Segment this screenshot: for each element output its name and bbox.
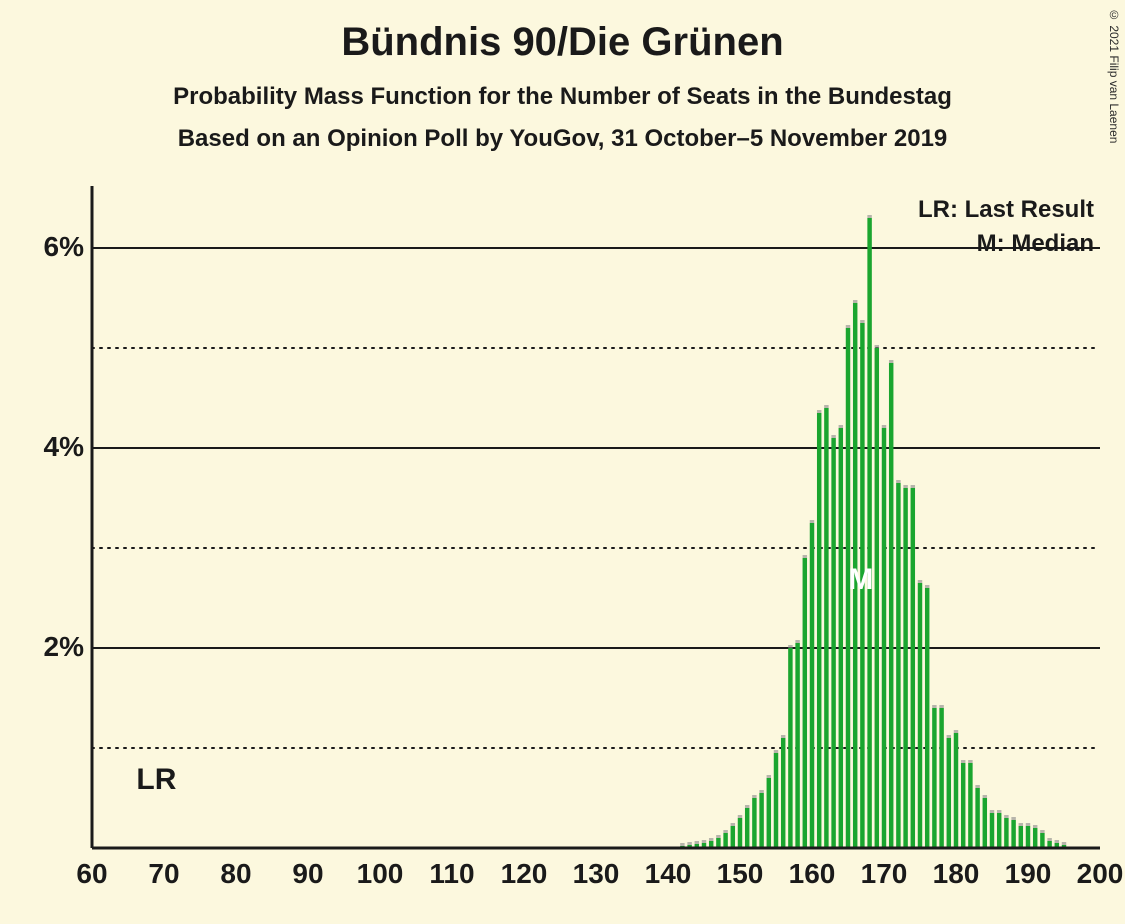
legend: LR: Last Result M: Median bbox=[918, 196, 1094, 258]
x-tick-label: 120 bbox=[494, 858, 554, 890]
x-tick-label: 200 bbox=[1070, 858, 1125, 890]
x-tick-label: 70 bbox=[134, 858, 194, 890]
x-tick-label: 160 bbox=[782, 858, 842, 890]
y-tick-label: 2% bbox=[18, 631, 84, 663]
median-marker-label: M bbox=[848, 563, 873, 597]
x-tick-label: 140 bbox=[638, 858, 698, 890]
lr-marker-label: LR bbox=[136, 763, 176, 797]
x-tick-label: 60 bbox=[62, 858, 122, 890]
x-tick-label: 190 bbox=[998, 858, 1058, 890]
x-tick-label: 110 bbox=[422, 858, 482, 890]
x-tick-label: 80 bbox=[206, 858, 266, 890]
legend-lr: LR: Last Result bbox=[918, 196, 1094, 224]
x-tick-label: 90 bbox=[278, 858, 338, 890]
x-tick-label: 180 bbox=[926, 858, 986, 890]
legend-m: M: Median bbox=[918, 230, 1094, 258]
x-tick-label: 130 bbox=[566, 858, 626, 890]
y-tick-label: 4% bbox=[18, 431, 84, 463]
x-tick-label: 100 bbox=[350, 858, 410, 890]
x-tick-label: 170 bbox=[854, 858, 914, 890]
x-tick-label: 150 bbox=[710, 858, 770, 890]
y-tick-label: 6% bbox=[18, 231, 84, 263]
